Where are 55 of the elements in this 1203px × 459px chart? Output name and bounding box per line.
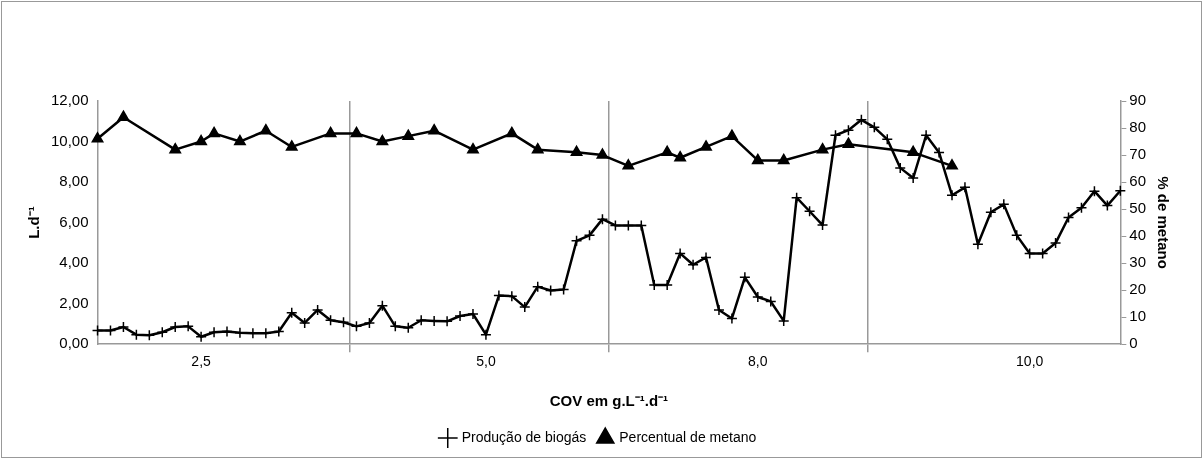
x-tick-label: 10,0 [1016, 353, 1044, 370]
point [622, 159, 635, 170]
point [117, 110, 130, 121]
point [195, 134, 208, 146]
point [208, 126, 220, 138]
point [674, 151, 687, 162]
point [596, 148, 609, 159]
point [428, 123, 441, 135]
point [505, 126, 518, 138]
point [324, 126, 337, 138]
point [169, 142, 182, 154]
y2-tick-label: 20 [1129, 280, 1146, 298]
point [570, 145, 583, 157]
y-tick-label: 12,00 [50, 91, 89, 109]
point [777, 153, 790, 165]
y2-tick-label: 10 [1129, 307, 1146, 325]
y-tick-label: 10,00 [50, 131, 89, 149]
y2-tick-label: 90 [1129, 91, 1146, 109]
x-tick-label: 8,0 [748, 353, 768, 370]
point [234, 134, 246, 146]
x-tick-label: 5,0 [476, 353, 496, 370]
point [661, 145, 674, 157]
point [751, 153, 764, 165]
legend-label: Produção de biogás [461, 428, 587, 445]
y-tick-label: 2,00 [59, 293, 89, 311]
y-tick-label: 8,00 [59, 172, 89, 190]
y-tick-label: 6,00 [59, 212, 89, 230]
y2-axis-title: % de metano [1154, 176, 1172, 269]
point [376, 134, 389, 146]
y-tick-label: 4,00 [59, 253, 89, 271]
y2-tick-label: 0 [1129, 334, 1138, 352]
y-axis-title: L.d⁻¹ [25, 206, 43, 239]
y-tick-label: 0,00 [59, 334, 89, 352]
point [531, 142, 544, 154]
y2-tick-label: 80 [1129, 118, 1146, 136]
point [907, 145, 920, 157]
y2-tick-label: 30 [1129, 253, 1146, 271]
point [842, 137, 855, 148]
legend-label: Percentual de metano [619, 428, 757, 445]
point [402, 129, 415, 140]
point [259, 123, 272, 135]
point [285, 140, 298, 151]
y2-tick-label: 50 [1129, 199, 1146, 217]
point [91, 132, 104, 143]
x-tick-label: 2,5 [191, 353, 212, 370]
y2-tick-label: 40 [1129, 226, 1146, 244]
point [816, 142, 829, 154]
y2-tick-label: 70 [1129, 145, 1146, 163]
point [725, 129, 738, 140]
x-axis-title: COV em g.L⁻¹.d⁻¹ [549, 392, 669, 410]
point [946, 159, 958, 170]
point [467, 142, 479, 154]
point [350, 126, 363, 138]
point [700, 140, 712, 151]
y2-tick-label: 60 [1129, 172, 1146, 190]
